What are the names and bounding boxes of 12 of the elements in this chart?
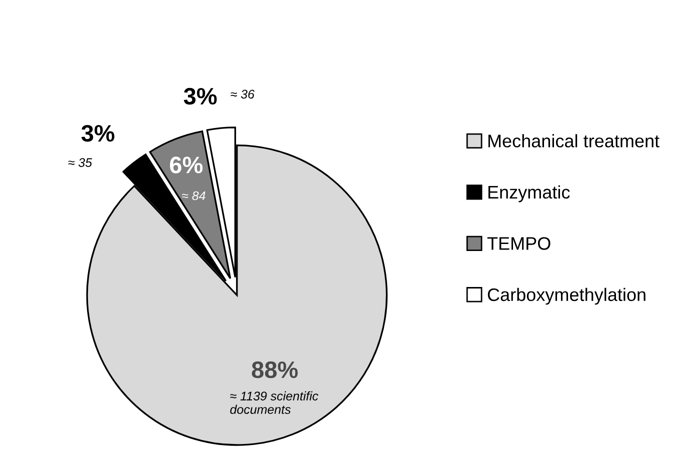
data-label: 3% [81, 124, 114, 142]
data-label: 6% [170, 156, 203, 174]
legend-label: Carboxymethylation [488, 288, 646, 305]
text: ≈ 84 [182, 191, 206, 200]
text: ≈ 1139 scientific documents [230, 391, 318, 414]
legend-label: Mechanical treatment [488, 134, 660, 148]
text: ≈ 35 [68, 158, 92, 168]
data-label: 3% [184, 88, 217, 105]
legend-label: TEMPO [487, 237, 550, 250]
text: ≈ 36 [230, 90, 255, 99]
data-label: 88% [252, 361, 298, 378]
legend-label: Enzymatic [488, 185, 570, 202]
